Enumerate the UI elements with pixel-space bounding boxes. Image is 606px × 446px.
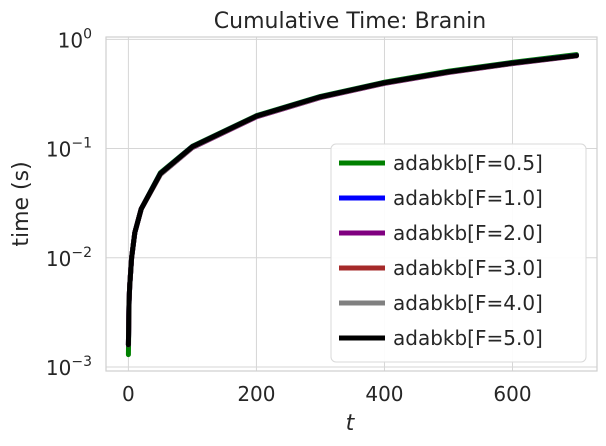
y-tick-exponent: −3 bbox=[71, 354, 92, 370]
legend-box bbox=[330, 143, 587, 363]
legend-label: adabkb[F=1.0] bbox=[393, 186, 543, 210]
chart-title: Cumulative Time: Branin bbox=[214, 9, 486, 34]
x-tick-label: 400 bbox=[365, 382, 403, 406]
y-tick-exponent: 0 bbox=[83, 26, 92, 42]
y-tick-label: 10−1 bbox=[46, 136, 92, 162]
legend-label: adabkb[F=4.0] bbox=[393, 291, 543, 315]
y-tick-base: 10 bbox=[46, 247, 71, 271]
x-tick-label: 200 bbox=[237, 382, 275, 406]
y-axis-label: time (s) bbox=[9, 161, 34, 246]
series-line bbox=[125, 53, 580, 348]
legend-label: adabkb[F=2.0] bbox=[393, 221, 543, 245]
y-tick-base: 10 bbox=[58, 28, 83, 52]
legend-label: adabkb[F=0.5] bbox=[393, 151, 543, 175]
x-axis-label: t bbox=[346, 411, 356, 436]
y-tick-label: 10−2 bbox=[46, 245, 92, 271]
y-tick-exponent: −2 bbox=[71, 245, 92, 261]
series-layer bbox=[125, 52, 580, 358]
x-tick-label: 0 bbox=[122, 382, 135, 406]
y-tick-exponent: −1 bbox=[71, 136, 92, 152]
legend-label: adabkb[F=3.0] bbox=[393, 256, 543, 280]
legend: adabkb[F=0.5] adabkb[F=1.0] adabkb[F=2.0] a… bbox=[330, 143, 587, 363]
legend-label: adabkb[F=5.0] bbox=[393, 326, 543, 350]
plot-frame bbox=[105, 36, 598, 372]
y-tick-label: 100 bbox=[58, 26, 92, 52]
x-tick-label: 600 bbox=[493, 382, 531, 406]
y-tick-label: 10−3 bbox=[46, 354, 92, 380]
legend-entries: adabkb[F=0.5] adabkb[F=1.0] adabkb[F=2.0] a… bbox=[339, 151, 543, 350]
y-tick-base: 10 bbox=[46, 356, 71, 380]
y-tick-base: 10 bbox=[46, 138, 71, 162]
